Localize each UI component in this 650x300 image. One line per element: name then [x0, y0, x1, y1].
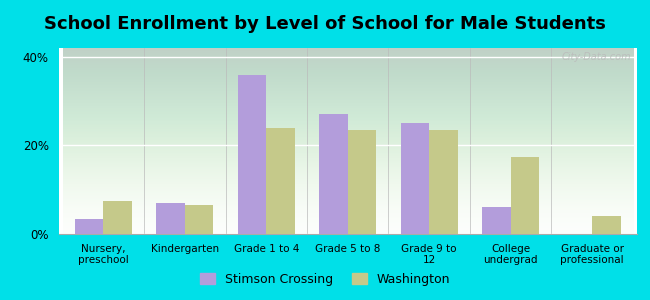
Bar: [156, 203, 185, 234]
Bar: [400, 123, 429, 234]
Bar: [511, 157, 540, 234]
Bar: [103, 201, 132, 234]
Text: School Enrollment by Level of School for Male Students: School Enrollment by Level of School for…: [44, 15, 606, 33]
Bar: [319, 114, 348, 234]
Legend: Stimson Crossing, Washington: Stimson Crossing, Washington: [195, 268, 455, 291]
Bar: [75, 218, 103, 234]
Bar: [482, 207, 511, 234]
Text: City-Data.com: City-Data.com: [562, 52, 631, 62]
Bar: [238, 75, 266, 234]
Bar: [348, 130, 376, 234]
Bar: [592, 216, 621, 234]
Bar: [429, 130, 458, 234]
Bar: [266, 128, 295, 234]
Bar: [185, 205, 213, 234]
